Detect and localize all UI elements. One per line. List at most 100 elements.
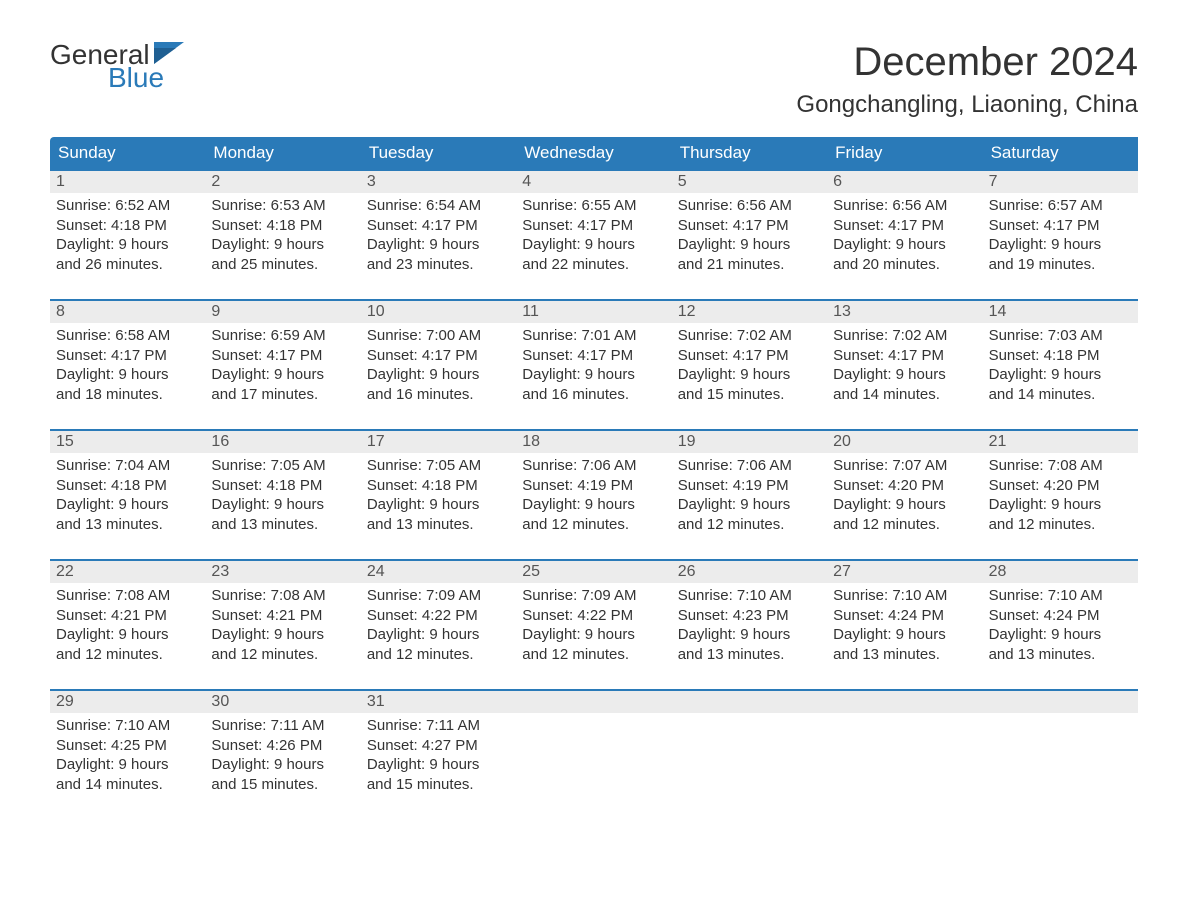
- day-cell: 21Sunrise: 7:08 AMSunset: 4:20 PMDayligh…: [983, 429, 1138, 559]
- sunrise-text: Sunrise: 7:05 AM: [211, 456, 354, 476]
- day-number: 16: [205, 431, 360, 453]
- day-cell: 16Sunrise: 7:05 AMSunset: 4:18 PMDayligh…: [205, 429, 360, 559]
- daylight-text: and 14 minutes.: [56, 775, 199, 795]
- daylight-text: and 14 minutes.: [989, 385, 1132, 405]
- sunrise-text: Sunrise: 7:10 AM: [989, 586, 1132, 606]
- sunset-text: Sunset: 4:23 PM: [678, 606, 821, 626]
- sunrise-text: Sunrise: 7:11 AM: [211, 716, 354, 736]
- dow-header: Friday: [827, 137, 982, 169]
- daylight-text: and 15 minutes.: [367, 775, 510, 795]
- daylight-text: and 18 minutes.: [56, 385, 199, 405]
- sunrise-text: Sunrise: 7:03 AM: [989, 326, 1132, 346]
- sunrise-text: Sunrise: 6:56 AM: [833, 196, 976, 216]
- sunset-text: Sunset: 4:17 PM: [678, 216, 821, 236]
- sunset-text: Sunset: 4:18 PM: [211, 216, 354, 236]
- day-cell: 11Sunrise: 7:01 AMSunset: 4:17 PMDayligh…: [516, 299, 671, 429]
- sunset-text: Sunset: 4:22 PM: [367, 606, 510, 626]
- daylight-text: Daylight: 9 hours: [833, 625, 976, 645]
- daylight-text: and 13 minutes.: [833, 645, 976, 665]
- day-cell: 24Sunrise: 7:09 AMSunset: 4:22 PMDayligh…: [361, 559, 516, 689]
- day-number: 5: [672, 171, 827, 193]
- day-number: 14: [983, 301, 1138, 323]
- sunrise-text: Sunrise: 6:54 AM: [367, 196, 510, 216]
- sunset-text: Sunset: 4:18 PM: [989, 346, 1132, 366]
- sunrise-text: Sunrise: 7:02 AM: [678, 326, 821, 346]
- daylight-text: Daylight: 9 hours: [367, 495, 510, 515]
- sunset-text: Sunset: 4:19 PM: [678, 476, 821, 496]
- daylight-text: Daylight: 9 hours: [833, 365, 976, 385]
- day-cell: 12 Sunrise: 7:02 AMSunset: 4:17 PMDayligh…: [672, 299, 827, 429]
- sunset-text: Sunset: 4:21 PM: [56, 606, 199, 626]
- daylight-text: Daylight: 9 hours: [678, 365, 821, 385]
- day-cell-empty: [827, 689, 982, 819]
- day-cell: 30Sunrise: 7:11 AMSunset: 4:26 PMDayligh…: [205, 689, 360, 819]
- day-cell: 22Sunrise: 7:08 AMSunset: 4:21 PMDayligh…: [50, 559, 205, 689]
- page-title-location: Gongchangling, Liaoning, China: [796, 91, 1138, 119]
- sunrise-text: Sunrise: 7:06 AM: [522, 456, 665, 476]
- title-block: December 2024 Gongchangling, Liaoning, C…: [796, 40, 1138, 119]
- sunrise-text: Sunrise: 7:07 AM: [833, 456, 976, 476]
- daylight-text: Daylight: 9 hours: [56, 625, 199, 645]
- daylight-text: Daylight: 9 hours: [56, 755, 199, 775]
- day-number: 4: [516, 171, 671, 193]
- dow-header: Monday: [205, 137, 360, 169]
- day-cell: 9Sunrise: 6:59 AMSunset: 4:17 PMDaylight…: [205, 299, 360, 429]
- day-number: 11: [516, 301, 671, 323]
- sunset-text: Sunset: 4:22 PM: [522, 606, 665, 626]
- daylight-text: and 12 minutes.: [211, 645, 354, 665]
- sunset-text: Sunset: 4:17 PM: [678, 346, 821, 366]
- daylight-text: Daylight: 9 hours: [522, 235, 665, 255]
- header: General Blue December 2024 Gongchangling…: [50, 40, 1138, 119]
- daylight-text: and 26 minutes.: [56, 255, 199, 275]
- sunrise-text: Sunrise: 6:58 AM: [56, 326, 199, 346]
- day-number: 15: [50, 431, 205, 453]
- daylight-text: and 14 minutes.: [833, 385, 976, 405]
- sunrise-text: Sunrise: 6:55 AM: [522, 196, 665, 216]
- sunset-text: Sunset: 4:24 PM: [833, 606, 976, 626]
- sunrise-text: Sunrise: 6:52 AM: [56, 196, 199, 216]
- day-number: 3: [361, 171, 516, 193]
- day-number: 12: [672, 301, 827, 323]
- sunset-text: Sunset: 4:17 PM: [211, 346, 354, 366]
- sunrise-text: Sunrise: 6:56 AM: [678, 196, 821, 216]
- sunset-text: Sunset: 4:27 PM: [367, 736, 510, 756]
- daylight-text: and 21 minutes.: [678, 255, 821, 275]
- sunset-text: Sunset: 4:20 PM: [833, 476, 976, 496]
- daylight-text: and 15 minutes.: [678, 385, 821, 405]
- day-number: 9: [205, 301, 360, 323]
- day-number: 29: [50, 691, 205, 713]
- dow-header: Thursday: [672, 137, 827, 169]
- daylight-text: and 12 minutes.: [989, 515, 1132, 535]
- daylight-text: Daylight: 9 hours: [678, 625, 821, 645]
- day-number: 21: [983, 431, 1138, 453]
- sunset-text: Sunset: 4:17 PM: [522, 216, 665, 236]
- day-cell: 6Sunrise: 6:56 AMSunset: 4:17 PMDaylight…: [827, 169, 982, 299]
- day-cell: 2Sunrise: 6:53 AMSunset: 4:18 PMDaylight…: [205, 169, 360, 299]
- daylight-text: Daylight: 9 hours: [833, 495, 976, 515]
- daylight-text: and 22 minutes.: [522, 255, 665, 275]
- dow-header: Tuesday: [361, 137, 516, 169]
- day-number: 1: [50, 171, 205, 193]
- day-cell-empty: [672, 689, 827, 819]
- day-number: 26: [672, 561, 827, 583]
- day-number-empty: [672, 691, 827, 713]
- day-number: 19: [672, 431, 827, 453]
- day-number: 7: [983, 171, 1138, 193]
- daylight-text: and 12 minutes.: [678, 515, 821, 535]
- sunrise-text: Sunrise: 6:53 AM: [211, 196, 354, 216]
- day-number: 31: [361, 691, 516, 713]
- sunrise-text: Sunrise: 7:09 AM: [522, 586, 665, 606]
- daylight-text: Daylight: 9 hours: [211, 625, 354, 645]
- day-number: 28: [983, 561, 1138, 583]
- day-number: 13: [827, 301, 982, 323]
- sunset-text: Sunset: 4:20 PM: [989, 476, 1132, 496]
- daylight-text: and 12 minutes.: [833, 515, 976, 535]
- day-cell: 29Sunrise: 7:10 AMSunset: 4:25 PMDayligh…: [50, 689, 205, 819]
- day-cell: 4 Sunrise: 6:55 AMSunset: 4:17 PMDaylight…: [516, 169, 671, 299]
- day-cell: 26Sunrise: 7:10 AMSunset: 4:23 PMDayligh…: [672, 559, 827, 689]
- day-cell: 23Sunrise: 7:08 AMSunset: 4:21 PMDayligh…: [205, 559, 360, 689]
- dow-header: Wednesday: [516, 137, 671, 169]
- daylight-text: and 12 minutes.: [367, 645, 510, 665]
- daylight-text: Daylight: 9 hours: [56, 495, 199, 515]
- daylight-text: and 19 minutes.: [989, 255, 1132, 275]
